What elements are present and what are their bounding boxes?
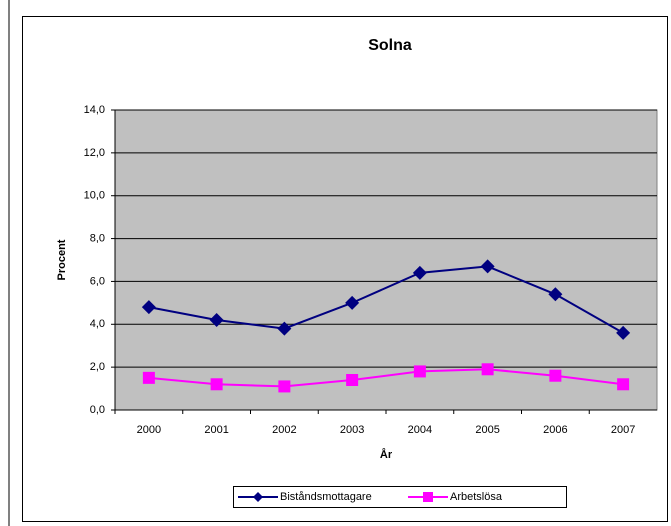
x-tick-label: 2005 xyxy=(475,424,499,436)
y-tick-label: 14,0 xyxy=(84,104,105,116)
x-tick-label: 2003 xyxy=(340,424,364,436)
legend-marker xyxy=(423,492,433,502)
x-tick-label: 2007 xyxy=(611,424,635,436)
marker xyxy=(277,321,292,336)
y-tick-label: 10,0 xyxy=(84,190,105,202)
marker xyxy=(142,371,155,384)
x-tick-label: 2006 xyxy=(543,424,567,436)
marker xyxy=(278,380,291,393)
y-axis-label: Procent xyxy=(56,239,68,280)
marker xyxy=(345,295,360,310)
y-tick-label: 0,0 xyxy=(90,404,105,416)
marker xyxy=(549,369,562,382)
marker xyxy=(480,259,495,274)
legend-label: Biståndsmottagare xyxy=(280,491,372,503)
marker xyxy=(141,300,156,315)
y-tick-label: 4,0 xyxy=(90,318,105,330)
x-tick-label: 2000 xyxy=(137,424,161,436)
legend-marker xyxy=(253,492,263,502)
x-tick-label: 2001 xyxy=(204,424,228,436)
legend xyxy=(233,486,567,508)
marker xyxy=(209,313,224,327)
marker xyxy=(412,265,427,280)
y-tick-label: 2,0 xyxy=(90,361,105,373)
marker xyxy=(481,363,494,376)
marker xyxy=(617,378,630,391)
y-tick-label: 12,0 xyxy=(84,147,105,159)
marker xyxy=(548,287,563,302)
plot-area xyxy=(114,109,658,411)
marker xyxy=(413,365,426,378)
marker xyxy=(346,374,359,386)
legend-label: Arbetslösa xyxy=(450,491,503,503)
y-tick-label: 8,0 xyxy=(90,232,105,244)
x-tick-label: 2002 xyxy=(272,424,296,436)
y-tick-label: 6,0 xyxy=(90,275,105,287)
marker xyxy=(210,378,223,391)
marker xyxy=(616,325,631,340)
x-axis-label: År xyxy=(380,448,393,461)
chart-title: Solna xyxy=(368,37,412,54)
series-line xyxy=(148,368,624,388)
series-line xyxy=(148,265,624,334)
x-tick-label: 2004 xyxy=(408,424,432,436)
